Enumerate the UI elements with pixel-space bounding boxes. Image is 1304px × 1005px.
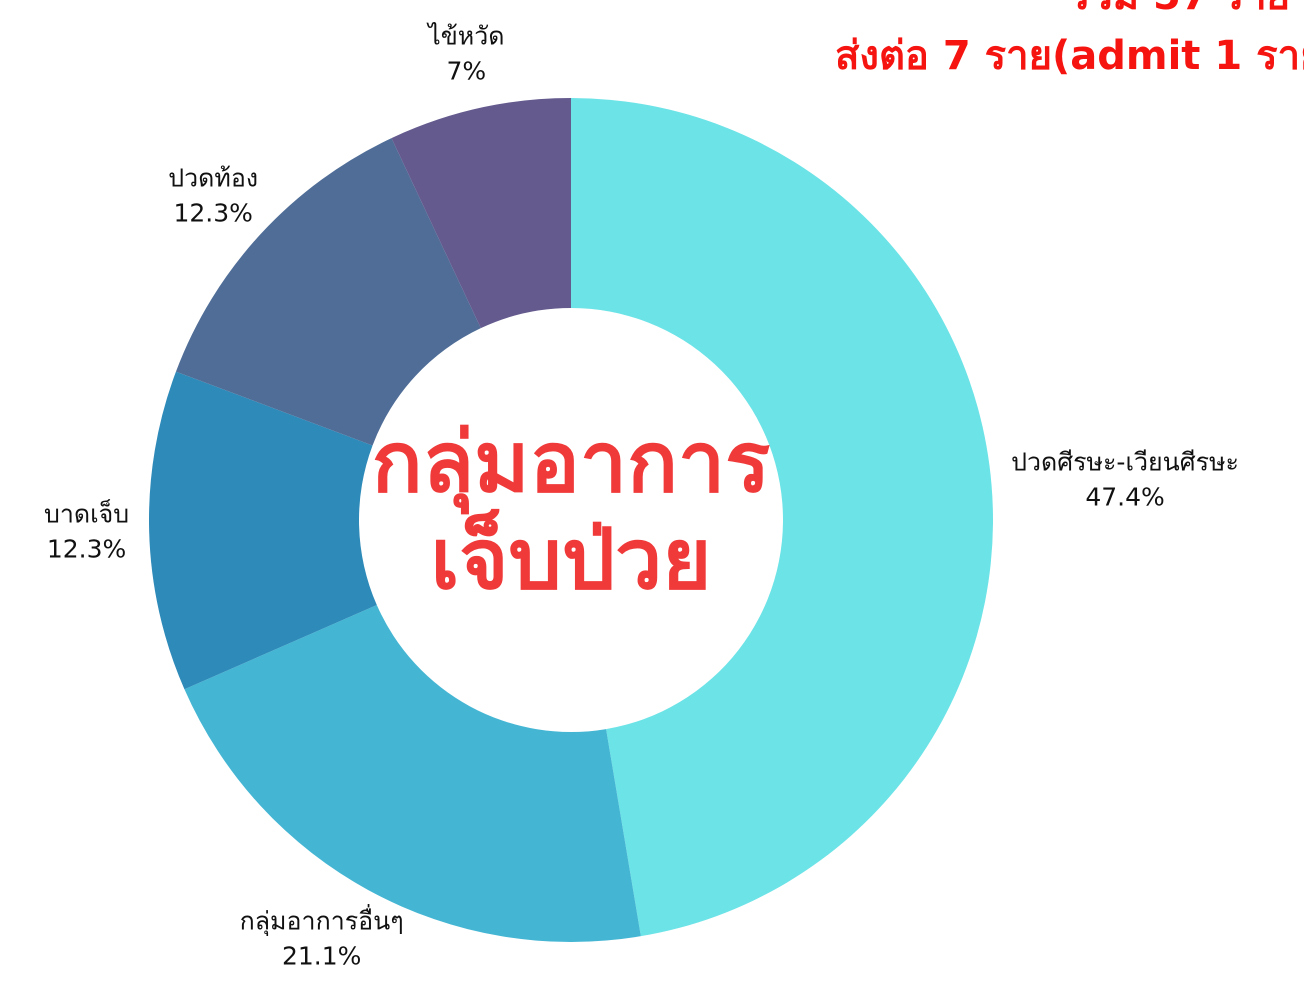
slice [148, 371, 377, 690]
slice-value-label: 12.3% [47, 535, 126, 564]
slice [391, 98, 571, 329]
slice-value-label: 7% [447, 56, 487, 85]
slice-label: ปวดศีรษะ-เวียนศีรษะ [1011, 447, 1239, 476]
slice [175, 138, 481, 446]
slice-value-label: 21.1% [282, 942, 361, 971]
center-title: กลุ่มอาการ [372, 413, 770, 515]
annotation: รวม 57 ราย [1069, 0, 1290, 19]
slice-label: ปวดท้อง [168, 163, 258, 192]
slice-value-label: 47.4% [1085, 482, 1164, 511]
slice-value-label: 12.3% [173, 198, 252, 227]
slice-label: ไข้หวัด [426, 21, 504, 50]
slice-label: บาดเจ็บ [44, 499, 129, 529]
annotation: ส่งต่อ 7 ราย(admit 1 ราย) [835, 33, 1304, 79]
slice [571, 98, 994, 937]
slice [184, 605, 641, 943]
center-subtitle: เจ็บป่วย [431, 508, 712, 608]
slice-label: กลุ่มอาการอื่นๆ [240, 904, 404, 937]
